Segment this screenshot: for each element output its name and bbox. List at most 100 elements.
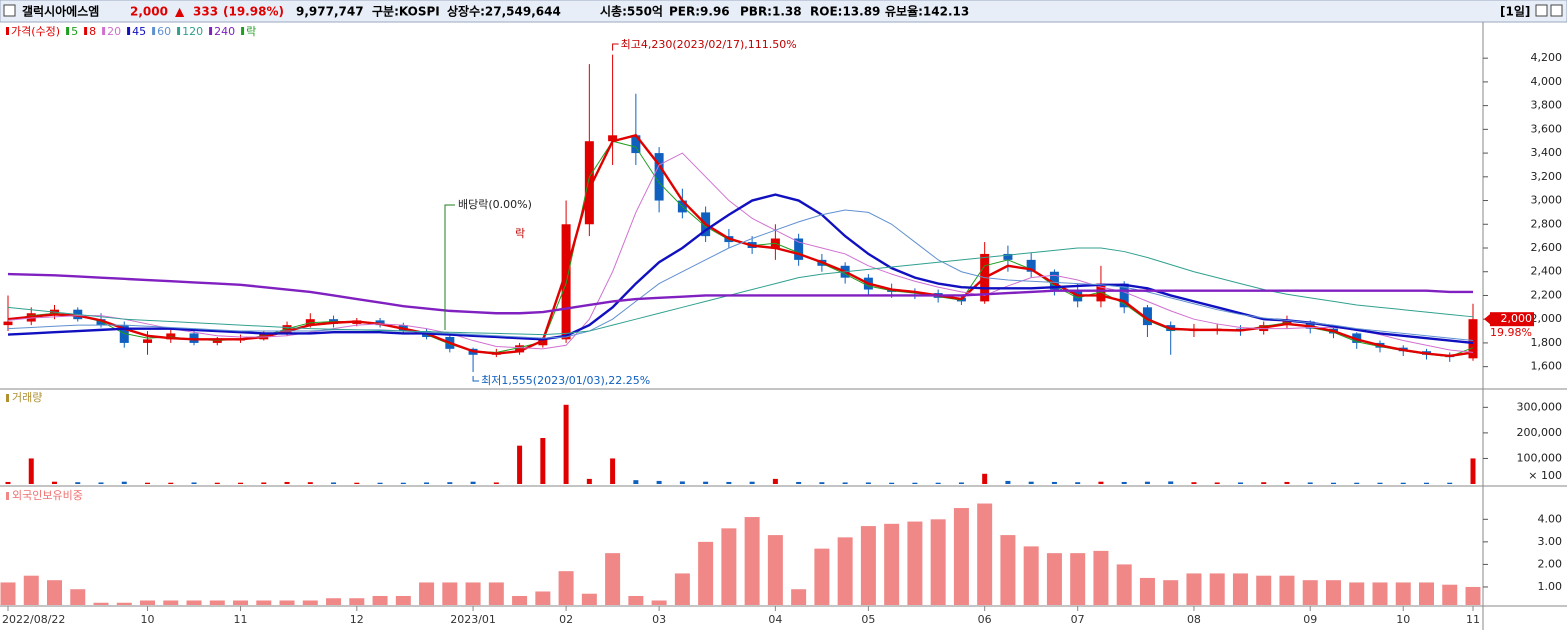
bar: [1051, 481, 1057, 484]
change-pct: (19.98%): [223, 5, 284, 19]
bar: [209, 600, 225, 605]
x-tick-label: 11: [234, 613, 248, 626]
bar: [1116, 564, 1132, 605]
bar: [1005, 480, 1011, 484]
bar: [814, 548, 830, 605]
bar: [372, 595, 388, 605]
bar: [447, 482, 453, 484]
bar: [517, 445, 523, 484]
stock-name: 갤럭시아에스엠: [22, 4, 99, 19]
legend-label: 60: [157, 25, 171, 38]
pane-title: 외국인보유비중: [12, 489, 83, 502]
candle-body: [96, 319, 106, 326]
legend-swatch: [177, 27, 181, 35]
y-tick-label: 3,200: [1531, 170, 1563, 183]
restore-button[interactable]: [1535, 4, 1548, 17]
candle-body: [538, 339, 548, 346]
reserve: 유보율:142.13: [885, 5, 969, 19]
bar: [581, 593, 597, 605]
bar: [424, 482, 430, 484]
bar: [842, 482, 848, 484]
bar: [302, 600, 318, 605]
bar: [1423, 482, 1429, 484]
bar: [354, 482, 360, 484]
bar: [1098, 481, 1104, 484]
y-tick-label: 1.00: [1538, 580, 1563, 593]
bar: [163, 600, 179, 605]
unit-label: × 100: [1528, 469, 1562, 482]
bar: [307, 482, 313, 484]
candle-body: [1468, 319, 1478, 359]
period[interactable]: [1일]: [1500, 5, 1530, 19]
x-tick-label: 09: [1303, 613, 1317, 626]
bar: [331, 482, 337, 484]
x-tick-label: 12: [350, 613, 364, 626]
bar: [1330, 482, 1336, 484]
x-tick-label: 02: [559, 613, 573, 626]
moving-average-line: [7, 133, 1474, 358]
bar: [493, 482, 499, 484]
bar: [1093, 550, 1109, 605]
bar: [465, 582, 481, 605]
candle-body: [1003, 253, 1013, 260]
bar: [140, 600, 156, 605]
x-tick-label: 06: [978, 613, 992, 626]
bar: [982, 473, 988, 484]
pane-marker: [6, 492, 9, 500]
bar: [5, 481, 11, 484]
bar: [819, 482, 825, 484]
bar: [1023, 546, 1039, 605]
bar: [419, 582, 435, 605]
x-tick-label: 2023/01: [450, 613, 496, 626]
bar: [186, 600, 202, 605]
bar: [1400, 482, 1406, 484]
note-arrow: [612, 43, 619, 51]
candle-body: [305, 319, 315, 326]
bar: [279, 600, 295, 605]
bar: [791, 589, 807, 605]
bar: [772, 478, 778, 484]
bar: [395, 595, 411, 605]
y-tick-label: 4,000: [1531, 75, 1563, 88]
bar: [1307, 482, 1313, 484]
bar: [1284, 481, 1290, 484]
bar: [1186, 573, 1202, 605]
x-tick-label: 05: [861, 613, 875, 626]
legend-label: 20: [107, 25, 121, 38]
volume: 9,977,747: [296, 5, 364, 19]
bar: [1163, 580, 1179, 605]
checkbox[interactable]: [3, 4, 16, 17]
y-tick-label: 1,800: [1531, 336, 1563, 349]
candle-body: [584, 141, 594, 225]
legend-label: 8: [89, 25, 96, 38]
bar: [1139, 577, 1155, 605]
low-note: 최저1,555(2023/01/03),22.25%: [481, 374, 650, 387]
bar: [191, 482, 197, 484]
legend-swatch: [102, 27, 106, 35]
bar: [610, 458, 616, 484]
close-button[interactable]: [1550, 4, 1563, 17]
title-bar: [0, 0, 1567, 23]
bar: [349, 598, 365, 605]
bar: [116, 602, 132, 605]
note-arrow: [472, 375, 480, 382]
y-tick-label: 2,000: [1531, 312, 1563, 325]
candle-body: [143, 339, 153, 343]
candle-body: [794, 238, 804, 260]
candle-body: [608, 135, 618, 142]
bar: [400, 482, 406, 484]
bar: [377, 482, 383, 484]
y-tick-label: 4.00: [1538, 512, 1563, 525]
bar: [1070, 553, 1086, 605]
bar: [256, 600, 272, 605]
bar: [0, 582, 16, 605]
bar: [558, 571, 574, 605]
y-tick-label: 2,400: [1531, 265, 1563, 278]
bar: [1028, 481, 1034, 484]
bar: [767, 535, 783, 605]
legend-swatch: [84, 27, 88, 35]
market: 구분:KOSPI: [372, 5, 440, 19]
x-tick-label: 10: [1396, 613, 1410, 626]
bar: [1209, 573, 1225, 605]
